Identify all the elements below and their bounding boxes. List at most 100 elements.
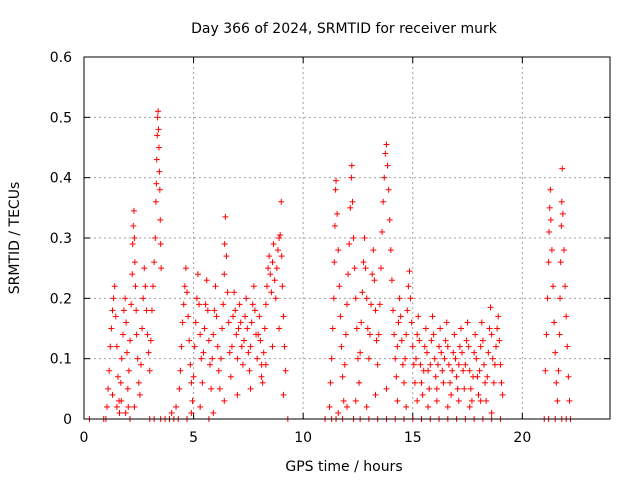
data-point bbox=[178, 343, 185, 350]
data-point bbox=[213, 313, 220, 320]
x-tick-label: 0 bbox=[80, 430, 89, 446]
data-point bbox=[428, 337, 435, 344]
data-point bbox=[464, 319, 471, 326]
data-point bbox=[346, 241, 353, 248]
data-point bbox=[143, 307, 150, 314]
data-point bbox=[488, 409, 495, 416]
data-point bbox=[453, 373, 460, 380]
data-point bbox=[176, 385, 183, 392]
x-tick-label: 10 bbox=[294, 430, 312, 446]
data-point bbox=[471, 349, 478, 356]
y-tick-label: 0.6 bbox=[50, 50, 72, 66]
data-point bbox=[342, 331, 349, 338]
data-point bbox=[345, 271, 352, 278]
data-point bbox=[475, 391, 482, 398]
data-point bbox=[372, 307, 379, 314]
data-point bbox=[547, 186, 554, 193]
data-point bbox=[180, 301, 187, 308]
data-point bbox=[466, 367, 473, 374]
data-point bbox=[339, 373, 346, 380]
data-point bbox=[486, 325, 493, 332]
data-point bbox=[370, 247, 377, 254]
data-point bbox=[483, 397, 490, 404]
data-point bbox=[122, 409, 129, 416]
data-point bbox=[262, 301, 269, 308]
data-point bbox=[224, 289, 231, 296]
data-point bbox=[219, 325, 226, 332]
data-point bbox=[140, 295, 147, 302]
data-point bbox=[562, 283, 569, 290]
y-axis-label: SRMTID / TECUs bbox=[7, 182, 23, 295]
data-point bbox=[210, 331, 217, 338]
data-point bbox=[271, 277, 278, 284]
data-point bbox=[478, 319, 485, 326]
data-point bbox=[554, 397, 561, 404]
data-point bbox=[383, 385, 390, 392]
data-point bbox=[207, 361, 214, 368]
data-point bbox=[238, 343, 245, 350]
data-point bbox=[425, 367, 432, 374]
x-tick-label: 5 bbox=[189, 430, 198, 446]
data-point bbox=[542, 367, 549, 374]
data-point bbox=[364, 325, 371, 332]
data-point bbox=[444, 343, 451, 350]
data-point bbox=[399, 361, 406, 368]
data-point bbox=[209, 355, 216, 362]
plot-frame bbox=[83, 56, 611, 420]
data-point bbox=[544, 295, 551, 302]
data-point bbox=[333, 177, 340, 184]
data-point bbox=[232, 307, 239, 314]
data-point bbox=[496, 337, 503, 344]
data-point bbox=[360, 259, 367, 266]
data-point bbox=[269, 343, 276, 350]
data-point bbox=[105, 385, 112, 392]
data-point bbox=[120, 331, 127, 338]
data-point bbox=[442, 337, 449, 344]
data-point bbox=[239, 361, 246, 368]
data-point bbox=[228, 343, 235, 350]
data-point bbox=[273, 265, 280, 272]
data-point bbox=[223, 253, 230, 260]
data-point bbox=[352, 295, 359, 302]
data-point bbox=[173, 403, 180, 410]
data-point bbox=[422, 325, 429, 332]
data-point bbox=[564, 343, 571, 350]
data-point bbox=[123, 319, 130, 326]
data-point bbox=[344, 301, 350, 308]
data-point bbox=[556, 331, 563, 338]
data-point bbox=[479, 337, 486, 344]
data-point bbox=[274, 247, 281, 254]
data-point bbox=[251, 307, 258, 314]
data-point bbox=[393, 373, 400, 380]
data-point bbox=[476, 367, 483, 374]
y-tick-label: 0.1 bbox=[50, 352, 72, 368]
data-point bbox=[221, 271, 228, 278]
data-point bbox=[414, 397, 421, 404]
data-point bbox=[348, 174, 355, 181]
data-point bbox=[555, 367, 562, 374]
data-point bbox=[113, 403, 120, 410]
data-point bbox=[487, 304, 494, 311]
data-point bbox=[552, 349, 559, 356]
data-point bbox=[216, 385, 223, 392]
data-point bbox=[256, 313, 263, 320]
data-point bbox=[326, 403, 333, 410]
data-point bbox=[243, 295, 250, 302]
data-point bbox=[131, 403, 138, 410]
data-point bbox=[118, 355, 125, 362]
data-point bbox=[553, 379, 560, 386]
data-point bbox=[362, 265, 369, 272]
data-point bbox=[145, 349, 152, 356]
data-point bbox=[112, 313, 119, 320]
data-point bbox=[551, 319, 558, 326]
data-point bbox=[277, 231, 284, 238]
data-point bbox=[151, 259, 158, 266]
data-point bbox=[230, 313, 237, 320]
data-point bbox=[421, 343, 428, 350]
data-point bbox=[133, 307, 140, 314]
grid bbox=[84, 57, 610, 419]
data-point bbox=[278, 253, 285, 260]
data-point bbox=[372, 391, 379, 398]
data-point bbox=[477, 343, 484, 350]
data-point bbox=[477, 397, 484, 404]
